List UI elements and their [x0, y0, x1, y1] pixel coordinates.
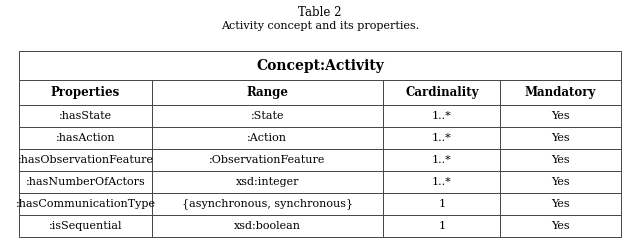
- Text: Mandatory: Mandatory: [525, 86, 596, 99]
- Text: xsd:integer: xsd:integer: [236, 177, 299, 187]
- Text: Yes: Yes: [551, 155, 570, 165]
- Text: 1..*: 1..*: [432, 177, 452, 187]
- Text: :hasAction: :hasAction: [56, 133, 115, 143]
- Text: Yes: Yes: [551, 177, 570, 187]
- Text: Yes: Yes: [551, 133, 570, 143]
- Text: 1: 1: [438, 199, 445, 209]
- Text: Yes: Yes: [551, 111, 570, 121]
- Text: :hasState: :hasState: [59, 111, 112, 121]
- Text: Table 2: Table 2: [298, 6, 342, 19]
- Text: Activity concept and its properties.: Activity concept and its properties.: [221, 21, 419, 31]
- Text: 1: 1: [438, 221, 445, 231]
- Text: Yes: Yes: [551, 221, 570, 231]
- Text: Properties: Properties: [51, 86, 120, 99]
- Text: :Action: :Action: [248, 133, 287, 143]
- Text: {asynchronous, synchronous}: {asynchronous, synchronous}: [182, 198, 353, 209]
- Text: xsd:boolean: xsd:boolean: [234, 221, 301, 231]
- Text: :hasNumberOfActors: :hasNumberOfActors: [26, 177, 145, 187]
- Text: :hasObservationFeature: :hasObservationFeature: [17, 155, 154, 165]
- Text: 1..*: 1..*: [432, 111, 452, 121]
- Text: Range: Range: [246, 86, 289, 99]
- Text: :State: :State: [251, 111, 284, 121]
- Bar: [19, 51, 621, 237]
- Text: :ObservationFeature: :ObservationFeature: [209, 155, 326, 165]
- Text: Concept:Activity: Concept:Activity: [256, 59, 384, 73]
- Text: :isSequential: :isSequential: [49, 221, 122, 231]
- Text: :hasCommunicationType: :hasCommunicationType: [15, 199, 156, 209]
- Text: 1..*: 1..*: [432, 155, 452, 165]
- Text: 1..*: 1..*: [432, 133, 452, 143]
- Text: Cardinality: Cardinality: [405, 86, 479, 99]
- Text: Yes: Yes: [551, 199, 570, 209]
